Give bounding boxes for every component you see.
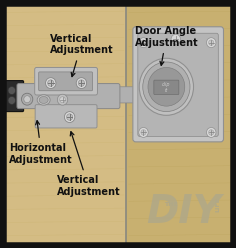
- FancyBboxPatch shape: [39, 72, 93, 91]
- FancyBboxPatch shape: [133, 27, 223, 142]
- Circle shape: [143, 62, 190, 112]
- Circle shape: [46, 78, 56, 89]
- Circle shape: [139, 38, 148, 48]
- Bar: [0, 0, 126, 248]
- Circle shape: [24, 96, 30, 103]
- Text: THE: THE: [164, 202, 178, 207]
- Circle shape: [141, 40, 146, 45]
- FancyBboxPatch shape: [35, 67, 97, 95]
- Circle shape: [8, 96, 16, 104]
- FancyBboxPatch shape: [138, 33, 218, 136]
- FancyBboxPatch shape: [154, 80, 179, 94]
- Text: Vertical
Adjustment: Vertical Adjustment: [50, 34, 113, 77]
- Circle shape: [206, 127, 216, 137]
- Text: Horizontal
Adjustment: Horizontal Adjustment: [9, 121, 73, 165]
- Circle shape: [171, 34, 181, 44]
- Ellipse shape: [37, 95, 50, 105]
- Circle shape: [206, 38, 216, 48]
- Circle shape: [60, 97, 65, 103]
- Bar: [126, 0, 236, 248]
- FancyBboxPatch shape: [35, 105, 97, 128]
- Circle shape: [148, 67, 185, 106]
- Circle shape: [209, 130, 214, 135]
- Circle shape: [48, 80, 54, 86]
- Circle shape: [21, 93, 33, 105]
- FancyBboxPatch shape: [1, 81, 24, 112]
- Circle shape: [209, 40, 214, 45]
- Ellipse shape: [39, 96, 48, 103]
- Text: LIFE: LIFE: [216, 197, 221, 212]
- Circle shape: [139, 127, 148, 137]
- Circle shape: [64, 112, 75, 123]
- Text: clip
it: clip it: [162, 82, 171, 93]
- Text: DIY: DIY: [147, 193, 222, 231]
- Circle shape: [8, 87, 16, 94]
- FancyBboxPatch shape: [110, 87, 140, 103]
- Circle shape: [76, 78, 87, 89]
- Circle shape: [139, 58, 194, 115]
- Circle shape: [141, 130, 146, 135]
- FancyBboxPatch shape: [17, 84, 120, 109]
- Circle shape: [78, 80, 84, 86]
- Circle shape: [67, 114, 73, 120]
- Circle shape: [57, 94, 68, 105]
- Text: Vertical
Adjustment: Vertical Adjustment: [57, 132, 120, 197]
- Text: Door Angle
Adjustment: Door Angle Adjustment: [135, 26, 198, 65]
